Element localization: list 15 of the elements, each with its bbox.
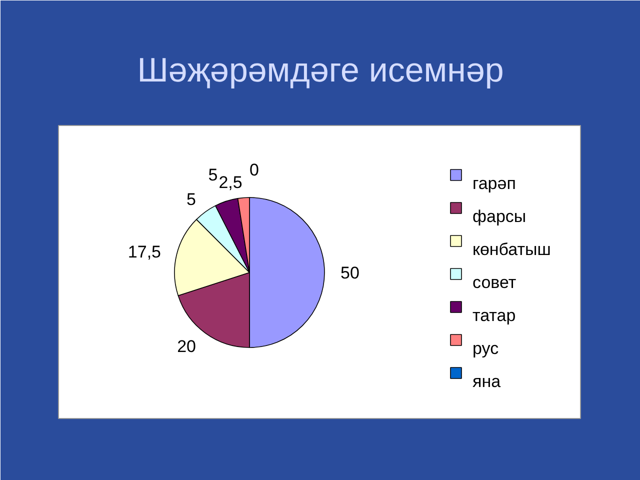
chart-title: Шәҗәрәмдәге исемнәр	[137, 52, 504, 90]
legend-label: көнбатыш	[472, 240, 551, 259]
data-label: 5	[208, 166, 218, 185]
legend-label: гарәп	[472, 174, 516, 193]
legend-label: рус	[472, 339, 500, 358]
data-label: 5	[186, 190, 196, 209]
data-label: 2,5	[218, 172, 242, 192]
legend-label: совет	[472, 273, 516, 292]
legend-label: фарсы	[472, 207, 526, 226]
data-label: 20	[177, 337, 196, 356]
data-label: 17,5	[128, 242, 162, 262]
legend-label: татар	[472, 306, 516, 325]
legend-label: яна	[472, 372, 502, 391]
data-label: 50	[340, 264, 360, 282]
text: 0	[250, 160, 259, 180]
